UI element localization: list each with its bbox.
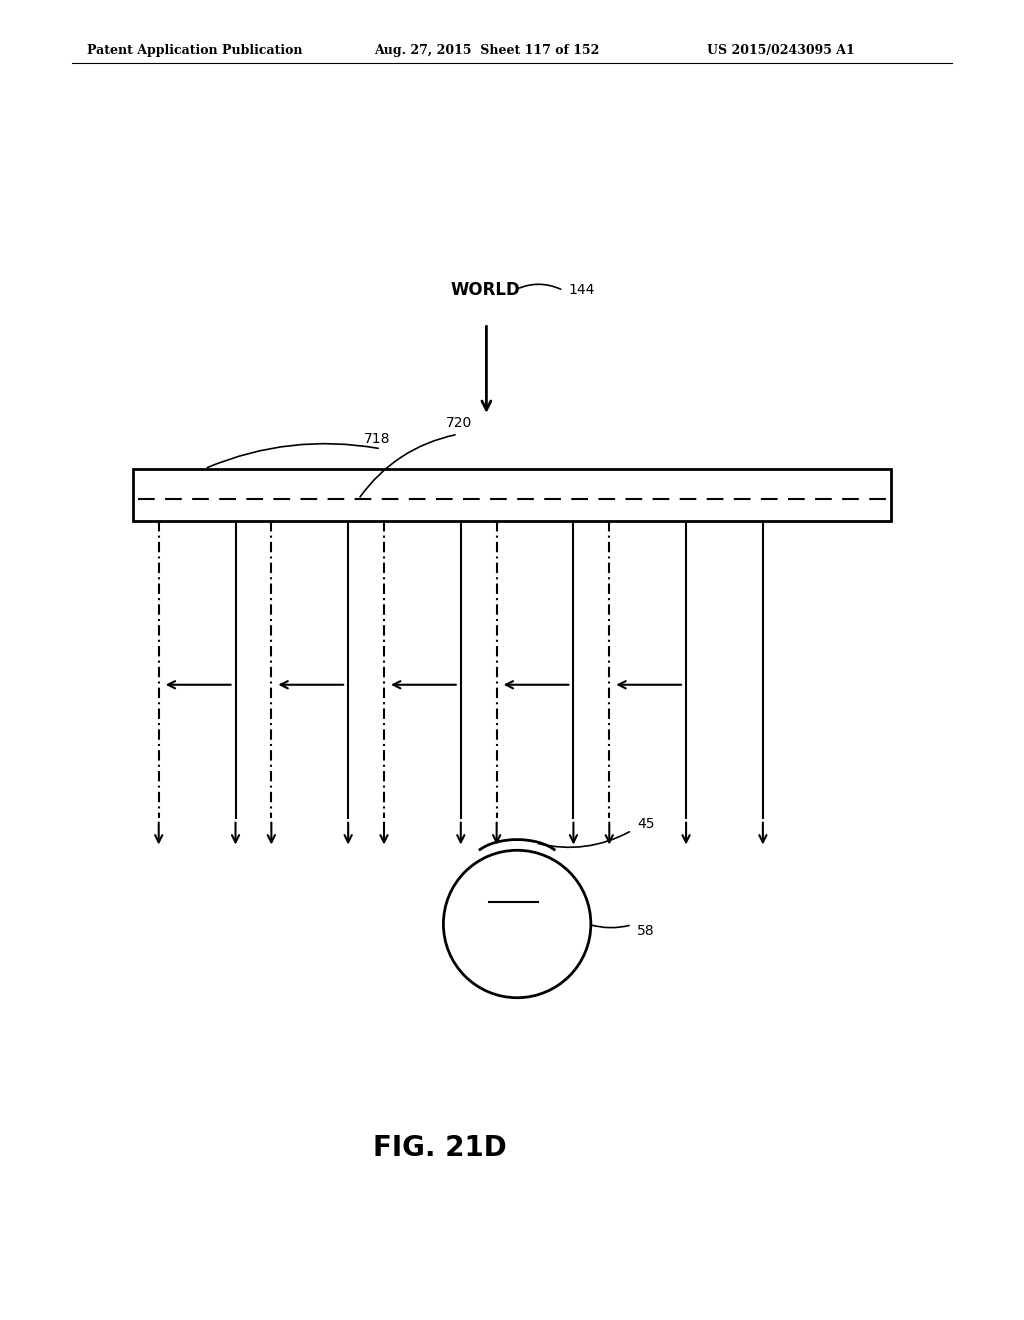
Text: Aug. 27, 2015  Sheet 117 of 152: Aug. 27, 2015 Sheet 117 of 152 bbox=[374, 44, 599, 57]
Text: 718: 718 bbox=[364, 432, 390, 446]
Bar bbox=[133, 469, 891, 521]
Text: 144: 144 bbox=[568, 284, 595, 297]
Text: Patent Application Publication: Patent Application Publication bbox=[87, 44, 302, 57]
Text: WORLD: WORLD bbox=[451, 281, 520, 300]
Ellipse shape bbox=[443, 850, 591, 998]
Text: FIG. 21D: FIG. 21D bbox=[374, 1134, 507, 1163]
Text: US 2015/0243095 A1: US 2015/0243095 A1 bbox=[707, 44, 854, 57]
Text: 720: 720 bbox=[445, 416, 472, 430]
Text: 58: 58 bbox=[637, 924, 654, 939]
Text: 45: 45 bbox=[637, 817, 654, 830]
